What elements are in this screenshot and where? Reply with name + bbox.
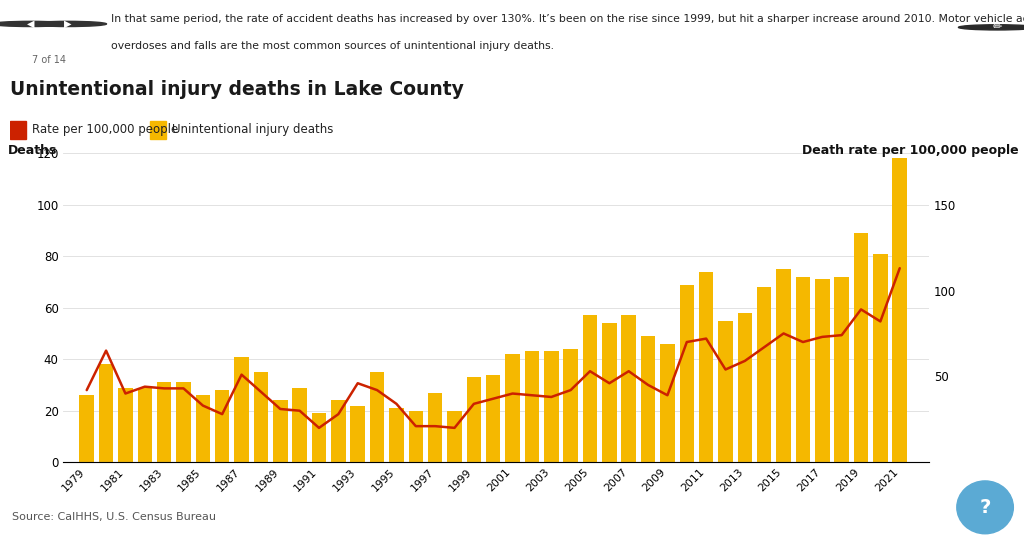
- Bar: [583, 316, 597, 462]
- Bar: [389, 408, 403, 462]
- Bar: [796, 277, 810, 462]
- Circle shape: [29, 21, 106, 26]
- Text: Death rate per 100,000 people: Death rate per 100,000 people: [802, 144, 1019, 157]
- Bar: [118, 387, 133, 462]
- Bar: [157, 382, 171, 462]
- Bar: [854, 233, 868, 462]
- Bar: [680, 284, 694, 462]
- Bar: [215, 390, 229, 462]
- Bar: [447, 411, 462, 462]
- Bar: [467, 377, 481, 462]
- Bar: [718, 321, 733, 462]
- Bar: [98, 364, 114, 462]
- Bar: [293, 387, 307, 462]
- Bar: [602, 323, 616, 462]
- Bar: [486, 375, 501, 462]
- Circle shape: [0, 21, 70, 26]
- Text: 7 of 14: 7 of 14: [32, 55, 67, 65]
- Text: ◀: ◀: [27, 19, 35, 29]
- Bar: [893, 158, 907, 462]
- Bar: [176, 382, 190, 462]
- Circle shape: [956, 481, 1014, 534]
- Bar: [409, 411, 423, 462]
- Text: ✏: ✏: [992, 22, 1002, 32]
- Bar: [505, 354, 520, 462]
- Circle shape: [958, 25, 1024, 30]
- Text: Source: CalHHS, U.S. Census Bureau: Source: CalHHS, U.S. Census Bureau: [12, 512, 216, 522]
- Bar: [254, 372, 268, 462]
- Bar: [563, 349, 578, 462]
- Bar: [234, 357, 249, 462]
- Text: Unintentional injury deaths: Unintentional injury deaths: [172, 124, 333, 136]
- Bar: [150, 121, 166, 139]
- Bar: [835, 277, 849, 462]
- Bar: [776, 269, 791, 462]
- Bar: [350, 405, 365, 462]
- Bar: [137, 387, 152, 462]
- Bar: [622, 316, 636, 462]
- Bar: [660, 344, 675, 462]
- Bar: [10, 121, 26, 139]
- Bar: [273, 400, 288, 462]
- Text: Rate per 100,000 people: Rate per 100,000 people: [32, 124, 178, 136]
- Bar: [196, 395, 210, 462]
- Text: ▶: ▶: [63, 19, 72, 29]
- Bar: [311, 414, 327, 462]
- Bar: [737, 313, 753, 462]
- Text: In that same period, the rate of accident deaths has increased by over 130%. It’: In that same period, the rate of acciden…: [111, 14, 1024, 24]
- Text: Unintentional injury deaths in Lake County: Unintentional injury deaths in Lake Coun…: [10, 80, 464, 99]
- Text: overdoses and falls are the most common sources of unintentional injury deaths.: overdoses and falls are the most common …: [111, 41, 554, 51]
- Bar: [428, 393, 442, 462]
- Bar: [699, 272, 714, 462]
- Bar: [641, 336, 655, 462]
- Bar: [873, 254, 888, 462]
- Bar: [370, 372, 384, 462]
- Text: ?: ?: [979, 498, 991, 517]
- Bar: [544, 352, 558, 462]
- Text: Deaths: Deaths: [8, 144, 57, 157]
- Bar: [80, 395, 94, 462]
- Bar: [815, 280, 829, 462]
- Bar: [331, 400, 346, 462]
- Bar: [757, 287, 771, 462]
- Bar: [524, 352, 540, 462]
